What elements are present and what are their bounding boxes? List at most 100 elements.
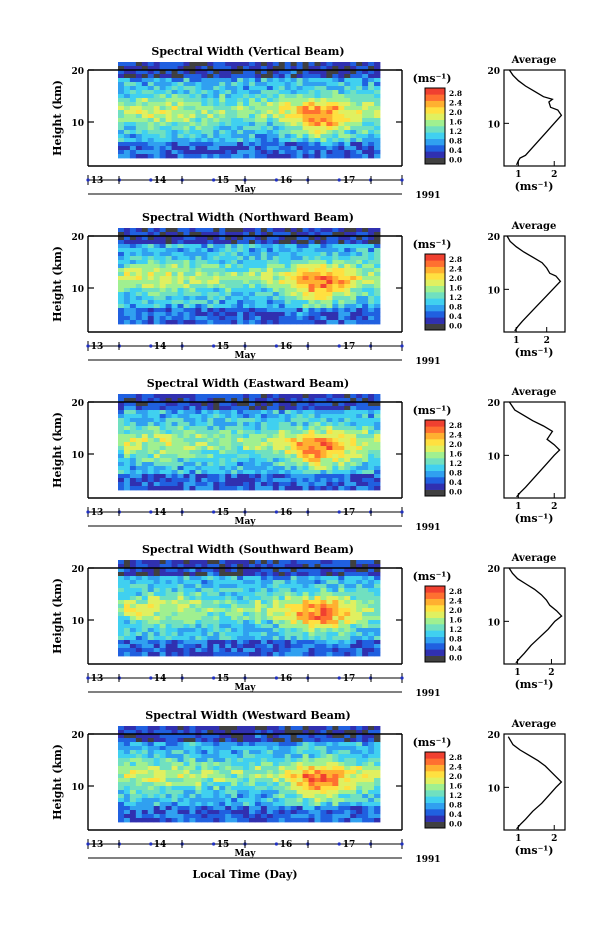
heatmap-cell xyxy=(195,734,202,739)
heatmap-cell xyxy=(296,486,303,491)
heatmap-cell xyxy=(135,280,143,285)
heatmap-cell xyxy=(254,430,262,435)
heatmap-cell xyxy=(302,588,309,593)
heatmap-cell xyxy=(219,798,226,803)
heatmap-cell xyxy=(296,66,303,71)
heatmap-cell xyxy=(243,462,250,467)
heatmap-cell xyxy=(207,308,214,313)
heatmap-cell xyxy=(278,442,286,447)
heatmap-cell xyxy=(118,146,125,151)
heatmap-cell xyxy=(344,564,351,569)
heatmap-cell xyxy=(284,640,292,645)
heatmap-cell xyxy=(332,608,339,613)
heatmap-cell xyxy=(195,458,202,463)
heatmap-cell xyxy=(141,66,149,71)
heatmap-cell xyxy=(296,394,303,399)
heatmap-cell xyxy=(118,438,125,443)
heatmap-cell xyxy=(314,406,321,411)
heatmap-cell xyxy=(254,78,262,83)
heatmap-cell xyxy=(171,288,178,293)
heatmap-cell xyxy=(344,430,351,435)
heatmap-cell xyxy=(129,312,137,317)
heatmap-cell xyxy=(254,478,262,483)
heatmap-cell xyxy=(260,446,268,451)
heatmap-cell xyxy=(159,394,167,399)
colorbar-tick-label: 2.0 xyxy=(449,274,462,283)
heatmap-cell xyxy=(213,268,220,273)
heatmap-cell xyxy=(344,454,351,459)
heatmap-cell xyxy=(290,462,298,467)
heatmap-cell xyxy=(344,236,351,241)
heatmap-cell xyxy=(249,576,256,581)
heatmap-cell xyxy=(189,114,196,119)
heatmap-cell xyxy=(290,106,298,111)
heatmap-cell xyxy=(153,86,161,91)
heatmap-cell xyxy=(326,126,333,131)
heatmap-cell xyxy=(147,810,155,815)
heatmap-cell xyxy=(171,296,178,301)
heatmap-cell xyxy=(159,746,167,751)
average-title: Average xyxy=(511,387,557,398)
heatmap-cell xyxy=(272,142,280,147)
heatmap-cell xyxy=(356,584,363,589)
heatmap-cell xyxy=(201,814,208,819)
heatmap-cell xyxy=(272,264,280,269)
heatmap-cell xyxy=(189,312,196,317)
heatmap-cell xyxy=(326,90,333,95)
heatmap-cell xyxy=(368,130,375,135)
heatmap-cell xyxy=(153,394,161,399)
heatmap-cell xyxy=(207,770,214,775)
heatmap-cell xyxy=(165,652,172,657)
heatmap-cell xyxy=(326,458,333,463)
heatmap-cell xyxy=(183,418,190,423)
heatmap-cell xyxy=(260,122,268,127)
heatmap-cell xyxy=(141,604,149,609)
heatmap-cell xyxy=(201,150,208,155)
heatmap-cell xyxy=(219,810,226,815)
heatmap-cell xyxy=(272,568,280,573)
heatmap-cell xyxy=(171,620,178,625)
heatmap-cell xyxy=(260,244,268,249)
heatmap-cell xyxy=(123,70,131,75)
heatmap-cell xyxy=(153,422,161,427)
heatmap-cell xyxy=(231,438,238,443)
heatmap-cell xyxy=(165,304,172,309)
heatmap-cell xyxy=(284,316,292,321)
heatmap-cell xyxy=(123,766,131,771)
heatmap-cell xyxy=(213,612,220,617)
heatmap-cell xyxy=(272,126,280,131)
heatmap-cell xyxy=(147,806,155,811)
average-xlabel: (ms⁻¹) xyxy=(515,180,554,193)
heatmap-cell xyxy=(314,308,321,313)
heatmap-cell xyxy=(296,620,303,625)
heatmap-cell xyxy=(338,652,345,657)
heatmap-cell xyxy=(135,734,143,739)
heatmap-cell xyxy=(272,118,280,123)
heatmap-cell xyxy=(320,478,327,483)
heatmap-cell xyxy=(296,612,303,617)
heatmap-cell xyxy=(356,418,363,423)
heatmap-cell xyxy=(213,284,220,289)
heatmap-cell xyxy=(141,486,149,491)
heatmap-cell xyxy=(368,422,375,427)
heatmap-cell xyxy=(362,402,369,407)
heatmap-cell xyxy=(332,628,339,633)
heatmap-cell xyxy=(118,806,125,811)
heatmap-cell xyxy=(153,280,161,285)
heatmap-cell xyxy=(171,782,178,787)
heatmap-cell xyxy=(201,750,208,755)
heatmap-cell xyxy=(183,406,190,411)
heatmap-cell xyxy=(290,434,298,439)
heatmap-cell xyxy=(171,110,178,115)
heatmap-cell xyxy=(362,296,369,301)
heatmap-cell xyxy=(129,300,137,305)
heatmap-cell xyxy=(243,106,250,111)
heatmap-cell xyxy=(165,260,172,265)
heatmap-cell xyxy=(195,82,202,87)
heatmap-cell xyxy=(362,596,369,601)
heatmap-cell xyxy=(219,402,226,407)
heatmap-cell xyxy=(183,616,190,621)
heatmap-cell xyxy=(296,422,303,427)
heatmap-cell xyxy=(243,612,250,617)
heatmap-cell xyxy=(296,644,303,649)
